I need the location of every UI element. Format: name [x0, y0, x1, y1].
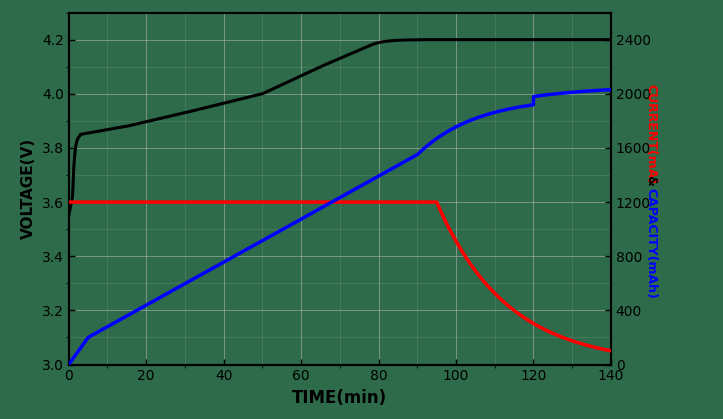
Y-axis label: VOLTAGE(V): VOLTAGE(V)	[21, 138, 36, 239]
Text: &: &	[644, 175, 657, 186]
X-axis label: TIME(min): TIME(min)	[292, 389, 388, 407]
Text: CURRENT(mA): CURRENT(mA)	[644, 84, 657, 184]
Text: CAPACITY(mAh): CAPACITY(mAh)	[644, 188, 657, 298]
